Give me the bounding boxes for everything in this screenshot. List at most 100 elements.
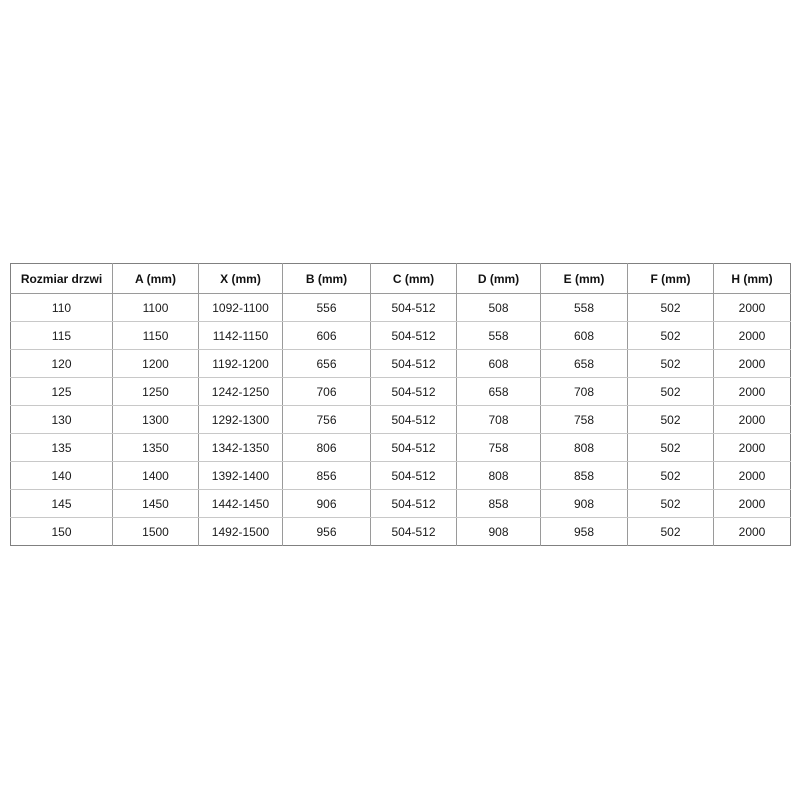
table-row: 135 1350 1342-1350 806 504-512 758 808 502 2000 [10,433,791,462]
table-header: Rozmiar drzwi A (mm) X (mm) B (mm) C (mm) D (… [10,263,791,294]
table-cell: 1292-1300 [198,405,283,434]
table-cell: 706 [282,377,371,406]
table-cell: 558 [456,321,541,350]
table-cell: 1492-1500 [198,517,283,546]
table-cell: 708 [540,377,628,406]
table-column-header: E (mm) [540,263,628,294]
table-cell: 758 [456,433,541,462]
table-row: 125 1250 1242-1250 706 504-512 658 708 502 2000 [10,377,791,406]
table-row: 110 1100 1092-1100 556 504-512 508 558 502 2000 [10,293,791,322]
table-cell: 130 [10,405,113,434]
table-cell: 808 [456,461,541,490]
table-cell: 1500 [112,517,199,546]
table-cell: 608 [456,349,541,378]
table-cell: 1392-1400 [198,461,283,490]
table-cell: 658 [456,377,541,406]
table-cell: 504-512 [370,377,457,406]
table-cell: 2000 [713,293,791,322]
table-cell: 1450 [112,489,199,518]
table-cell: 808 [540,433,628,462]
table-cell: 120 [10,349,113,378]
table-column-header: H (mm) [713,263,791,294]
table-cell: 908 [456,517,541,546]
table-column-header: B (mm) [282,263,371,294]
table-cell: 1192-1200 [198,349,283,378]
table-cell: 150 [10,517,113,546]
table-cell: 558 [540,293,628,322]
table-cell: 502 [627,489,714,518]
table-cell: 502 [627,461,714,490]
table-cell: 806 [282,433,371,462]
table-cell: 1250 [112,377,199,406]
table-cell: 856 [282,461,371,490]
table-cell: 2000 [713,405,791,434]
table-cell: 502 [627,377,714,406]
table-cell: 656 [282,349,371,378]
table-cell: 1400 [112,461,199,490]
door-size-specification-table: Rozmiar drzwi A (mm) X (mm) B (mm) C (mm) D (… [10,263,791,546]
table-cell: 606 [282,321,371,350]
table-body: 110 1100 1092-1100 556 504-512 508 558 502 2000 1… [10,293,791,546]
table-cell: 1142-1150 [198,321,283,350]
table-cell: 140 [10,461,113,490]
table-cell: 504-512 [370,461,457,490]
table-cell: 756 [282,405,371,434]
table-cell: 858 [456,489,541,518]
table-column-header: C (mm) [370,263,457,294]
table-column-header: Rozmiar drzwi [10,263,113,294]
table-cell: 135 [10,433,113,462]
table-cell: 502 [627,349,714,378]
table-cell: 2000 [713,433,791,462]
table-cell: 502 [627,517,714,546]
table-row: 130 1300 1292-1300 756 504-512 708 758 502 2000 [10,405,791,434]
specification-table-container: Rozmiar drzwi A (mm) X (mm) B (mm) C (mm) D (… [10,263,791,546]
table-row: 150 1500 1492-1500 956 504-512 908 958 502 2000 [10,517,791,546]
table-cell: 145 [10,489,113,518]
table-cell: 502 [627,433,714,462]
table-cell: 1342-1350 [198,433,283,462]
table-cell: 1350 [112,433,199,462]
table-cell: 858 [540,461,628,490]
table-cell: 115 [10,321,113,350]
table-cell: 608 [540,321,628,350]
table-cell: 1300 [112,405,199,434]
table-row: 115 1150 1142-1150 606 504-512 558 608 502 2000 [10,321,791,350]
table-cell: 556 [282,293,371,322]
table-header-row: Rozmiar drzwi A (mm) X (mm) B (mm) C (mm) D (… [10,263,791,294]
table-cell: 1442-1450 [198,489,283,518]
table-cell: 658 [540,349,628,378]
table-cell: 504-512 [370,489,457,518]
table-cell: 1200 [112,349,199,378]
table-cell: 504-512 [370,517,457,546]
table-cell: 125 [10,377,113,406]
table-cell: 908 [540,489,628,518]
table-cell: 2000 [713,377,791,406]
table-cell: 504-512 [370,405,457,434]
table-cell: 502 [627,293,714,322]
table-row: 145 1450 1442-1450 906 504-512 858 908 502 2000 [10,489,791,518]
table-cell: 502 [627,321,714,350]
table-cell: 2000 [713,489,791,518]
table-cell: 504-512 [370,349,457,378]
table-column-header: X (mm) [198,263,283,294]
table-cell: 504-512 [370,321,457,350]
table-cell: 956 [282,517,371,546]
table-cell: 1092-1100 [198,293,283,322]
table-cell: 2000 [713,349,791,378]
table-cell: 504-512 [370,433,457,462]
table-cell: 504-512 [370,293,457,322]
table-column-header: D (mm) [456,263,541,294]
table-cell: 708 [456,405,541,434]
table-cell: 758 [540,405,628,434]
table-cell: 2000 [713,517,791,546]
table-row: 140 1400 1392-1400 856 504-512 808 858 502 2000 [10,461,791,490]
table-column-header: F (mm) [627,263,714,294]
table-cell: 2000 [713,321,791,350]
table-cell: 906 [282,489,371,518]
table-cell: 502 [627,405,714,434]
table-cell: 1150 [112,321,199,350]
table-cell: 958 [540,517,628,546]
table-cell: 508 [456,293,541,322]
table-cell: 1242-1250 [198,377,283,406]
table-cell: 110 [10,293,113,322]
